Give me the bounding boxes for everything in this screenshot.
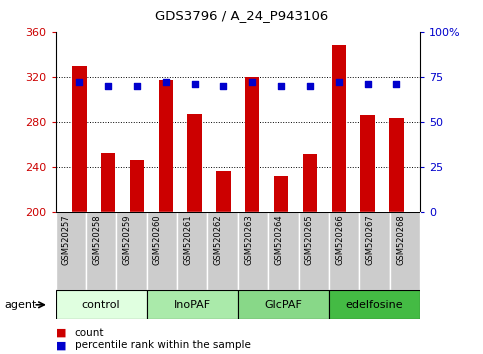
Text: GSM520263: GSM520263	[244, 215, 253, 266]
Text: GSM520265: GSM520265	[305, 215, 314, 266]
Bar	[101, 153, 115, 212]
Bar	[158, 80, 173, 212]
Text: control: control	[82, 300, 120, 310]
FancyBboxPatch shape	[56, 290, 147, 319]
FancyBboxPatch shape	[147, 212, 177, 290]
FancyBboxPatch shape	[86, 212, 116, 290]
FancyBboxPatch shape	[177, 212, 208, 290]
Text: GlcPAF: GlcPAF	[265, 300, 302, 310]
Point	[335, 80, 342, 85]
FancyBboxPatch shape	[390, 212, 420, 290]
FancyBboxPatch shape	[238, 212, 268, 290]
Text: GSM520266: GSM520266	[335, 215, 344, 266]
Point	[220, 83, 227, 89]
FancyBboxPatch shape	[268, 212, 298, 290]
Text: ■: ■	[56, 340, 66, 350]
Bar	[245, 77, 259, 212]
Bar	[360, 115, 375, 212]
Point	[306, 83, 314, 89]
FancyBboxPatch shape	[56, 212, 86, 290]
FancyBboxPatch shape	[147, 290, 238, 319]
Point	[364, 81, 371, 87]
Point	[248, 80, 256, 85]
Point	[104, 83, 112, 89]
Text: InoPAF: InoPAF	[174, 300, 211, 310]
FancyBboxPatch shape	[208, 212, 238, 290]
Text: percentile rank within the sample: percentile rank within the sample	[75, 340, 251, 350]
Text: edelfosine: edelfosine	[346, 300, 403, 310]
Point	[191, 81, 199, 87]
Text: count: count	[75, 328, 104, 338]
FancyBboxPatch shape	[329, 212, 359, 290]
Text: GSM520262: GSM520262	[213, 215, 223, 266]
FancyBboxPatch shape	[359, 212, 390, 290]
Point	[393, 81, 400, 87]
Bar	[303, 154, 317, 212]
Point	[162, 80, 170, 85]
Text: GSM520258: GSM520258	[92, 215, 101, 266]
Bar	[72, 66, 86, 212]
Text: GSM520259: GSM520259	[123, 215, 131, 265]
Bar	[130, 160, 144, 212]
Text: agent: agent	[5, 300, 37, 310]
FancyBboxPatch shape	[238, 290, 329, 319]
Text: ■: ■	[56, 328, 66, 338]
FancyBboxPatch shape	[298, 212, 329, 290]
FancyBboxPatch shape	[116, 212, 147, 290]
FancyBboxPatch shape	[329, 290, 420, 319]
Bar	[187, 114, 202, 212]
Bar	[274, 176, 288, 212]
Text: GSM520257: GSM520257	[62, 215, 71, 266]
Point	[277, 83, 285, 89]
Point	[133, 83, 141, 89]
Text: GSM520268: GSM520268	[396, 215, 405, 266]
Text: GSM520264: GSM520264	[274, 215, 284, 266]
Bar	[389, 118, 404, 212]
Text: GSM520267: GSM520267	[366, 215, 375, 266]
Text: GSM520261: GSM520261	[183, 215, 192, 266]
Text: GDS3796 / A_24_P943106: GDS3796 / A_24_P943106	[155, 9, 328, 22]
Bar	[331, 45, 346, 212]
Bar	[216, 171, 231, 212]
Point	[75, 80, 83, 85]
Text: GSM520260: GSM520260	[153, 215, 162, 266]
